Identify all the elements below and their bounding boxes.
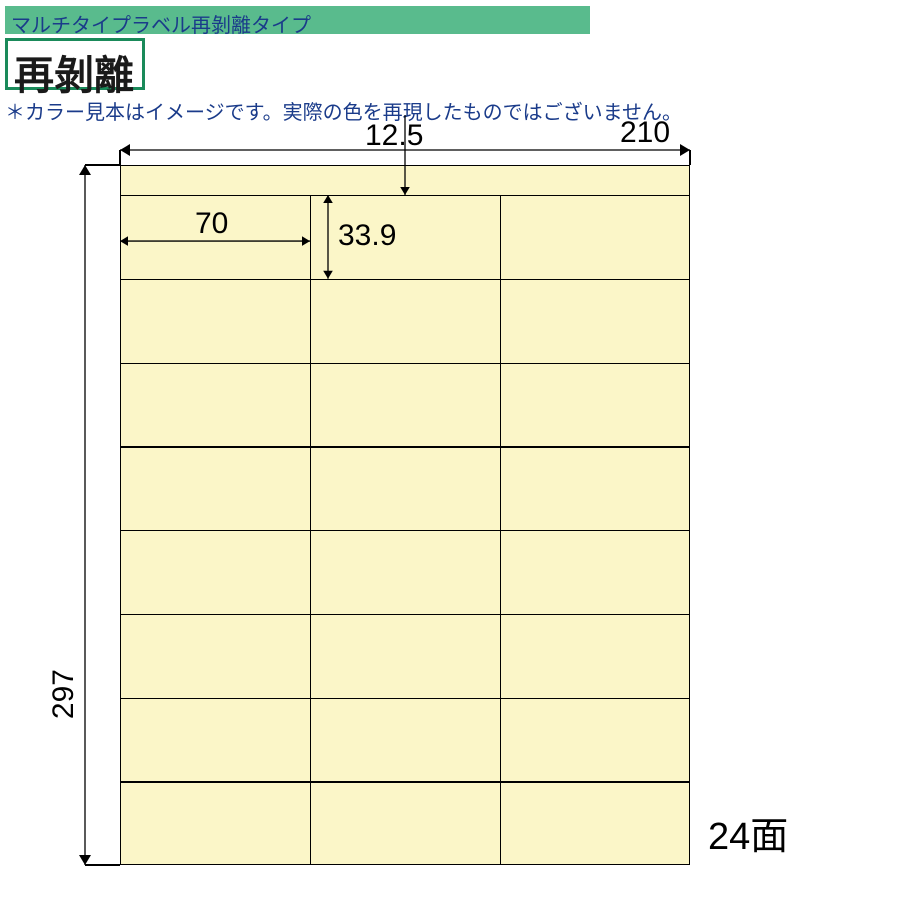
face-count-label: 24面 — [708, 805, 788, 860]
figure-root: { "header": { "bar_text": "マルチタイプラベル再剝離タ… — [0, 0, 900, 900]
dim-sheet-height — [0, 0, 900, 900]
dim-label-sheet-height: 297 — [47, 669, 81, 719]
